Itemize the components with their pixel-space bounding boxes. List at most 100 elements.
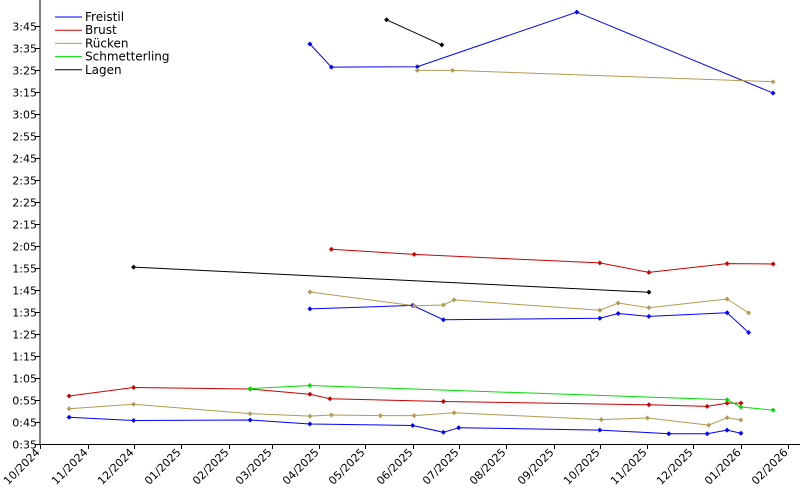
- y-tick-label: 2:45: [12, 153, 37, 166]
- data-point-freistil: [328, 64, 334, 70]
- data-point-brust: [597, 260, 603, 266]
- data-point-freistil: [456, 425, 462, 431]
- data-point-r-cken: [411, 303, 417, 309]
- data-point-brust: [724, 261, 730, 267]
- data-point-freistil: [410, 423, 416, 428]
- x-tick-label: 08/2025: [467, 446, 509, 488]
- series-line-r-cken: [309, 291, 749, 314]
- data-point-freistil: [704, 431, 710, 437]
- data-point-brust: [738, 400, 744, 406]
- data-point-r-cken: [644, 415, 650, 421]
- y-tick-label: 0:55: [12, 395, 37, 408]
- data-point-brust: [646, 269, 652, 275]
- data-point-freistil: [724, 427, 730, 433]
- y-tick-label: 0:35: [12, 439, 37, 452]
- data-point-r-cken: [414, 67, 420, 73]
- data-point-r-cken: [451, 297, 457, 303]
- data-point-freistil: [307, 421, 313, 427]
- y-tick-label: 2:15: [12, 219, 37, 232]
- data-point-brust: [440, 399, 446, 404]
- legend-label-r-cken: Rücken: [85, 36, 129, 50]
- data-point-r-cken: [597, 307, 603, 313]
- data-point-brust: [328, 246, 334, 252]
- data-point-r-cken: [706, 422, 712, 428]
- x-tick-label: 06/2025: [374, 446, 416, 488]
- data-point-brust: [411, 251, 417, 257]
- data-point-r-cken: [378, 413, 383, 419]
- data-point-r-cken: [307, 289, 313, 295]
- data-point-schmetterling: [770, 407, 776, 413]
- data-point-freistil: [440, 317, 446, 323]
- legend-label-lagen: Lagen: [85, 63, 122, 77]
- series-line-freistil: [69, 416, 742, 435]
- y-tick-label: 3:45: [12, 21, 37, 34]
- x-tick-label: 05/2025: [326, 446, 368, 488]
- data-point-brust: [131, 385, 137, 390]
- data-point-r-cken: [615, 300, 621, 306]
- x-tick-label: 11/2025: [608, 446, 650, 488]
- y-tick-label: 0:45: [12, 417, 37, 430]
- data-point-r-cken: [66, 406, 72, 412]
- series-points: [66, 9, 776, 437]
- data-point-schmetterling: [738, 404, 744, 410]
- data-point-brust: [724, 400, 730, 406]
- x-tick-label: 12/2025: [654, 446, 696, 488]
- data-point-freistil: [66, 414, 72, 420]
- y-tick-label: 1:35: [12, 307, 37, 320]
- data-point-brust: [307, 391, 313, 397]
- x-tick-label: 10/2025: [561, 446, 603, 488]
- x-tick-label: 01/2025: [142, 446, 184, 488]
- y-tick-label: 3:25: [12, 65, 37, 78]
- y-tick-label: 2:05: [12, 241, 37, 254]
- data-point-r-cken: [451, 410, 457, 416]
- y-tick-label: 3:05: [12, 109, 37, 122]
- data-point-brust: [646, 402, 652, 408]
- y-tick-label: 2:35: [12, 175, 37, 188]
- series-line-brust: [331, 248, 774, 273]
- x-tick-label: 11/2024: [49, 446, 91, 488]
- data-point-brust: [66, 393, 72, 399]
- data-point-freistil: [615, 311, 621, 316]
- x-axis-ticks: 10/2024 11/2024 12/2024 01/2025 02/2025 03/20…: [1, 444, 791, 487]
- y-tick-label: 1:15: [12, 351, 37, 364]
- data-point-r-cken: [598, 417, 604, 423]
- data-point-r-cken: [307, 413, 313, 419]
- y-tick-label: 2:25: [12, 197, 37, 210]
- series-line-brust: [69, 386, 741, 407]
- data-point-freistil: [646, 313, 652, 319]
- data-point-brust: [770, 261, 776, 267]
- data-point-freistil: [597, 315, 603, 321]
- x-tick-label: 12/2024: [95, 446, 137, 488]
- data-point-freistil: [307, 41, 313, 47]
- data-point-freistil: [770, 90, 776, 96]
- data-point-freistil: [131, 418, 137, 423]
- data-point-lagen: [439, 42, 445, 48]
- x-tick-label: 03/2025: [233, 446, 275, 488]
- x-tick-label: 02/2025: [190, 446, 232, 488]
- data-point-lagen: [384, 17, 390, 23]
- data-point-freistil: [724, 310, 730, 316]
- data-point-brust: [327, 396, 333, 402]
- x-tick-label: 09/2025: [515, 446, 557, 488]
- x-tick-label: 02/2026: [749, 446, 791, 488]
- series-lines: [69, 11, 774, 435]
- y-tick-label: 1:05: [12, 373, 37, 386]
- y-tick-label: 1:25: [12, 329, 37, 342]
- y-tick-label: 3:15: [12, 87, 37, 100]
- data-point-r-cken: [440, 302, 446, 308]
- data-point-r-cken: [450, 67, 456, 73]
- series-line-freistil: [309, 304, 749, 333]
- y-axis-ticks: 0:35 0:45 0:55 1:05 1:15 1:25 1:35 1:45 1:55 2:05…: [12, 21, 40, 452]
- data-point-freistil: [738, 430, 744, 436]
- data-point-freistil: [746, 330, 752, 335]
- data-point-r-cken: [746, 310, 752, 316]
- data-point-freistil: [307, 306, 313, 312]
- x-tick-label: 04/2025: [280, 446, 322, 488]
- legend-label-brust: Brust: [85, 23, 117, 37]
- data-point-freistil: [440, 429, 446, 435]
- data-point-schmetterling: [724, 397, 730, 403]
- y-tick-label: 1:45: [12, 285, 37, 298]
- data-point-lagen: [131, 264, 137, 270]
